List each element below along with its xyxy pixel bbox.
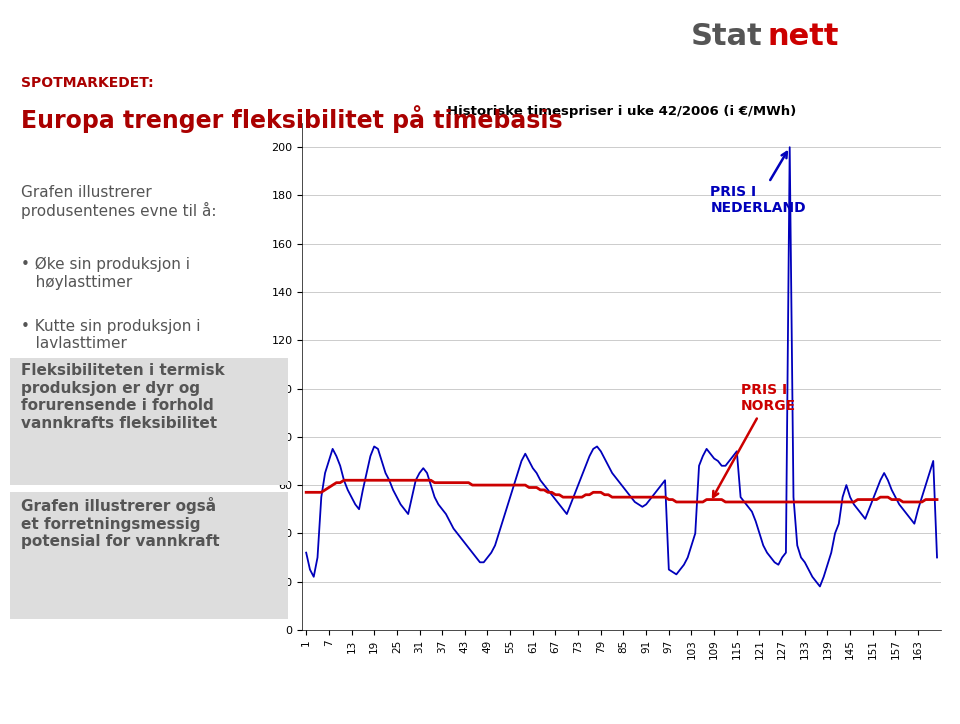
Text: Grafen illustrerer
produsentenes evne til å:: Grafen illustrerer produsentenes evne ti… (21, 185, 217, 219)
Text: SPOTMARKEDET:: SPOTMARKEDET: (21, 76, 154, 90)
Text: Fleksibiliteten i termisk
produksjon er dyr og
forurensende i forhold
vannkrafts: Fleksibiliteten i termisk produksjon er … (21, 363, 225, 431)
Text: Europa trenger fleksibilitet på timebasis: Europa trenger fleksibilitet på timebasi… (21, 105, 563, 133)
Text: PRIS I
NORGE: PRIS I NORGE (713, 383, 796, 497)
Text: • Kutte sin produksjon i
   lavlasttimer: • Kutte sin produksjon i lavlasttimer (21, 319, 201, 351)
Text: Stat: Stat (691, 22, 763, 51)
Text: Grafen illustrerer også
et forretningsmessig
potensial for vannkraft: Grafen illustrerer også et forretningsme… (21, 497, 220, 550)
Title: Historiske timespriser i uke 42/2006 (i €/MWh): Historiske timespriser i uke 42/2006 (i … (447, 105, 796, 118)
Text: • Øke sin produksjon i
   høylasttimer: • Øke sin produksjon i høylasttimer (21, 257, 190, 290)
Text: PRIS I
NEDERLAND: PRIS I NEDERLAND (710, 152, 806, 216)
Text: nett: nett (768, 22, 839, 51)
